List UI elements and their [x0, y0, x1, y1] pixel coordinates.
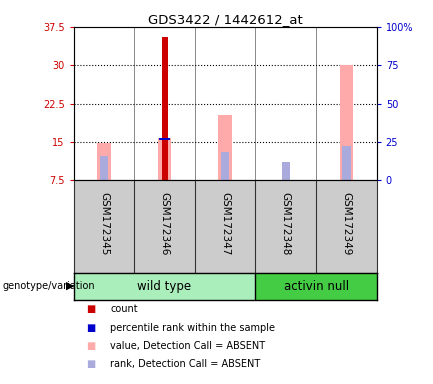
Bar: [162, 37, 168, 180]
Text: rank, Detection Call = ABSENT: rank, Detection Call = ABSENT: [110, 359, 261, 369]
Bar: [100, 156, 108, 180]
Text: GSM172347: GSM172347: [220, 192, 230, 255]
Bar: [255, 273, 377, 300]
Text: percentile rank within the sample: percentile rank within the sample: [110, 323, 275, 333]
Text: ■: ■: [87, 359, 96, 369]
Bar: [340, 65, 353, 180]
Bar: [221, 152, 229, 180]
Bar: [158, 138, 171, 180]
Text: GSM172346: GSM172346: [159, 192, 170, 255]
Text: GSM172348: GSM172348: [281, 192, 291, 255]
Title: GDS3422 / 1442612_at: GDS3422 / 1442612_at: [148, 13, 303, 26]
Bar: [219, 115, 232, 180]
Bar: [342, 146, 351, 180]
Text: GSM172349: GSM172349: [341, 192, 352, 255]
Text: genotype/variation: genotype/variation: [2, 281, 95, 291]
Text: ■: ■: [87, 304, 96, 314]
Bar: [74, 273, 255, 300]
Text: wild type: wild type: [137, 280, 191, 293]
Text: ■: ■: [87, 323, 96, 333]
Text: value, Detection Call = ABSENT: value, Detection Call = ABSENT: [110, 341, 265, 351]
Text: GSM172345: GSM172345: [99, 192, 109, 255]
Bar: [159, 138, 170, 140]
Text: count: count: [110, 304, 138, 314]
Bar: [97, 143, 110, 180]
Bar: [281, 162, 290, 180]
Text: ▶: ▶: [66, 281, 74, 291]
Text: activin null: activin null: [284, 280, 349, 293]
Text: ■: ■: [87, 341, 96, 351]
